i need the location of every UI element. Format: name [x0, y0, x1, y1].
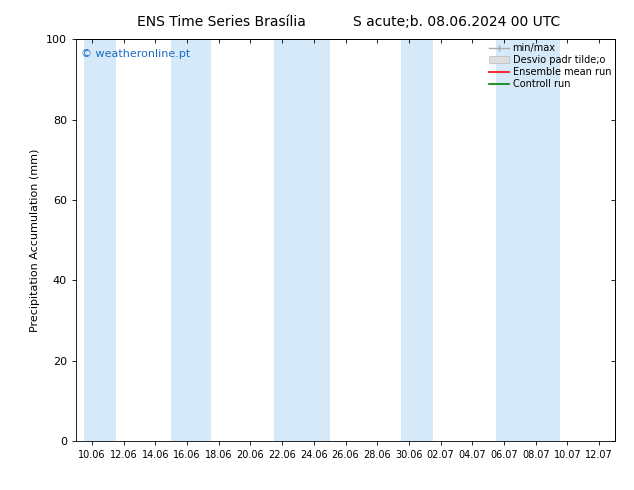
Legend: min/max, Desvio padr tilde;o, Ensemble mean run, Controll run: min/max, Desvio padr tilde;o, Ensemble m…	[488, 41, 613, 91]
Text: S acute;b. 08.06.2024 00 UTC: S acute;b. 08.06.2024 00 UTC	[353, 15, 560, 29]
Text: ENS Time Series Brasília: ENS Time Series Brasília	[138, 15, 306, 29]
Bar	[84, 39, 115, 441]
Bar	[401, 39, 432, 441]
Bar	[171, 39, 210, 441]
Bar	[496, 39, 559, 441]
Text: © weatheronline.pt: © weatheronline.pt	[81, 49, 191, 59]
Y-axis label: Precipitation Accumulation (mm): Precipitation Accumulation (mm)	[30, 148, 41, 332]
Bar	[274, 39, 330, 441]
